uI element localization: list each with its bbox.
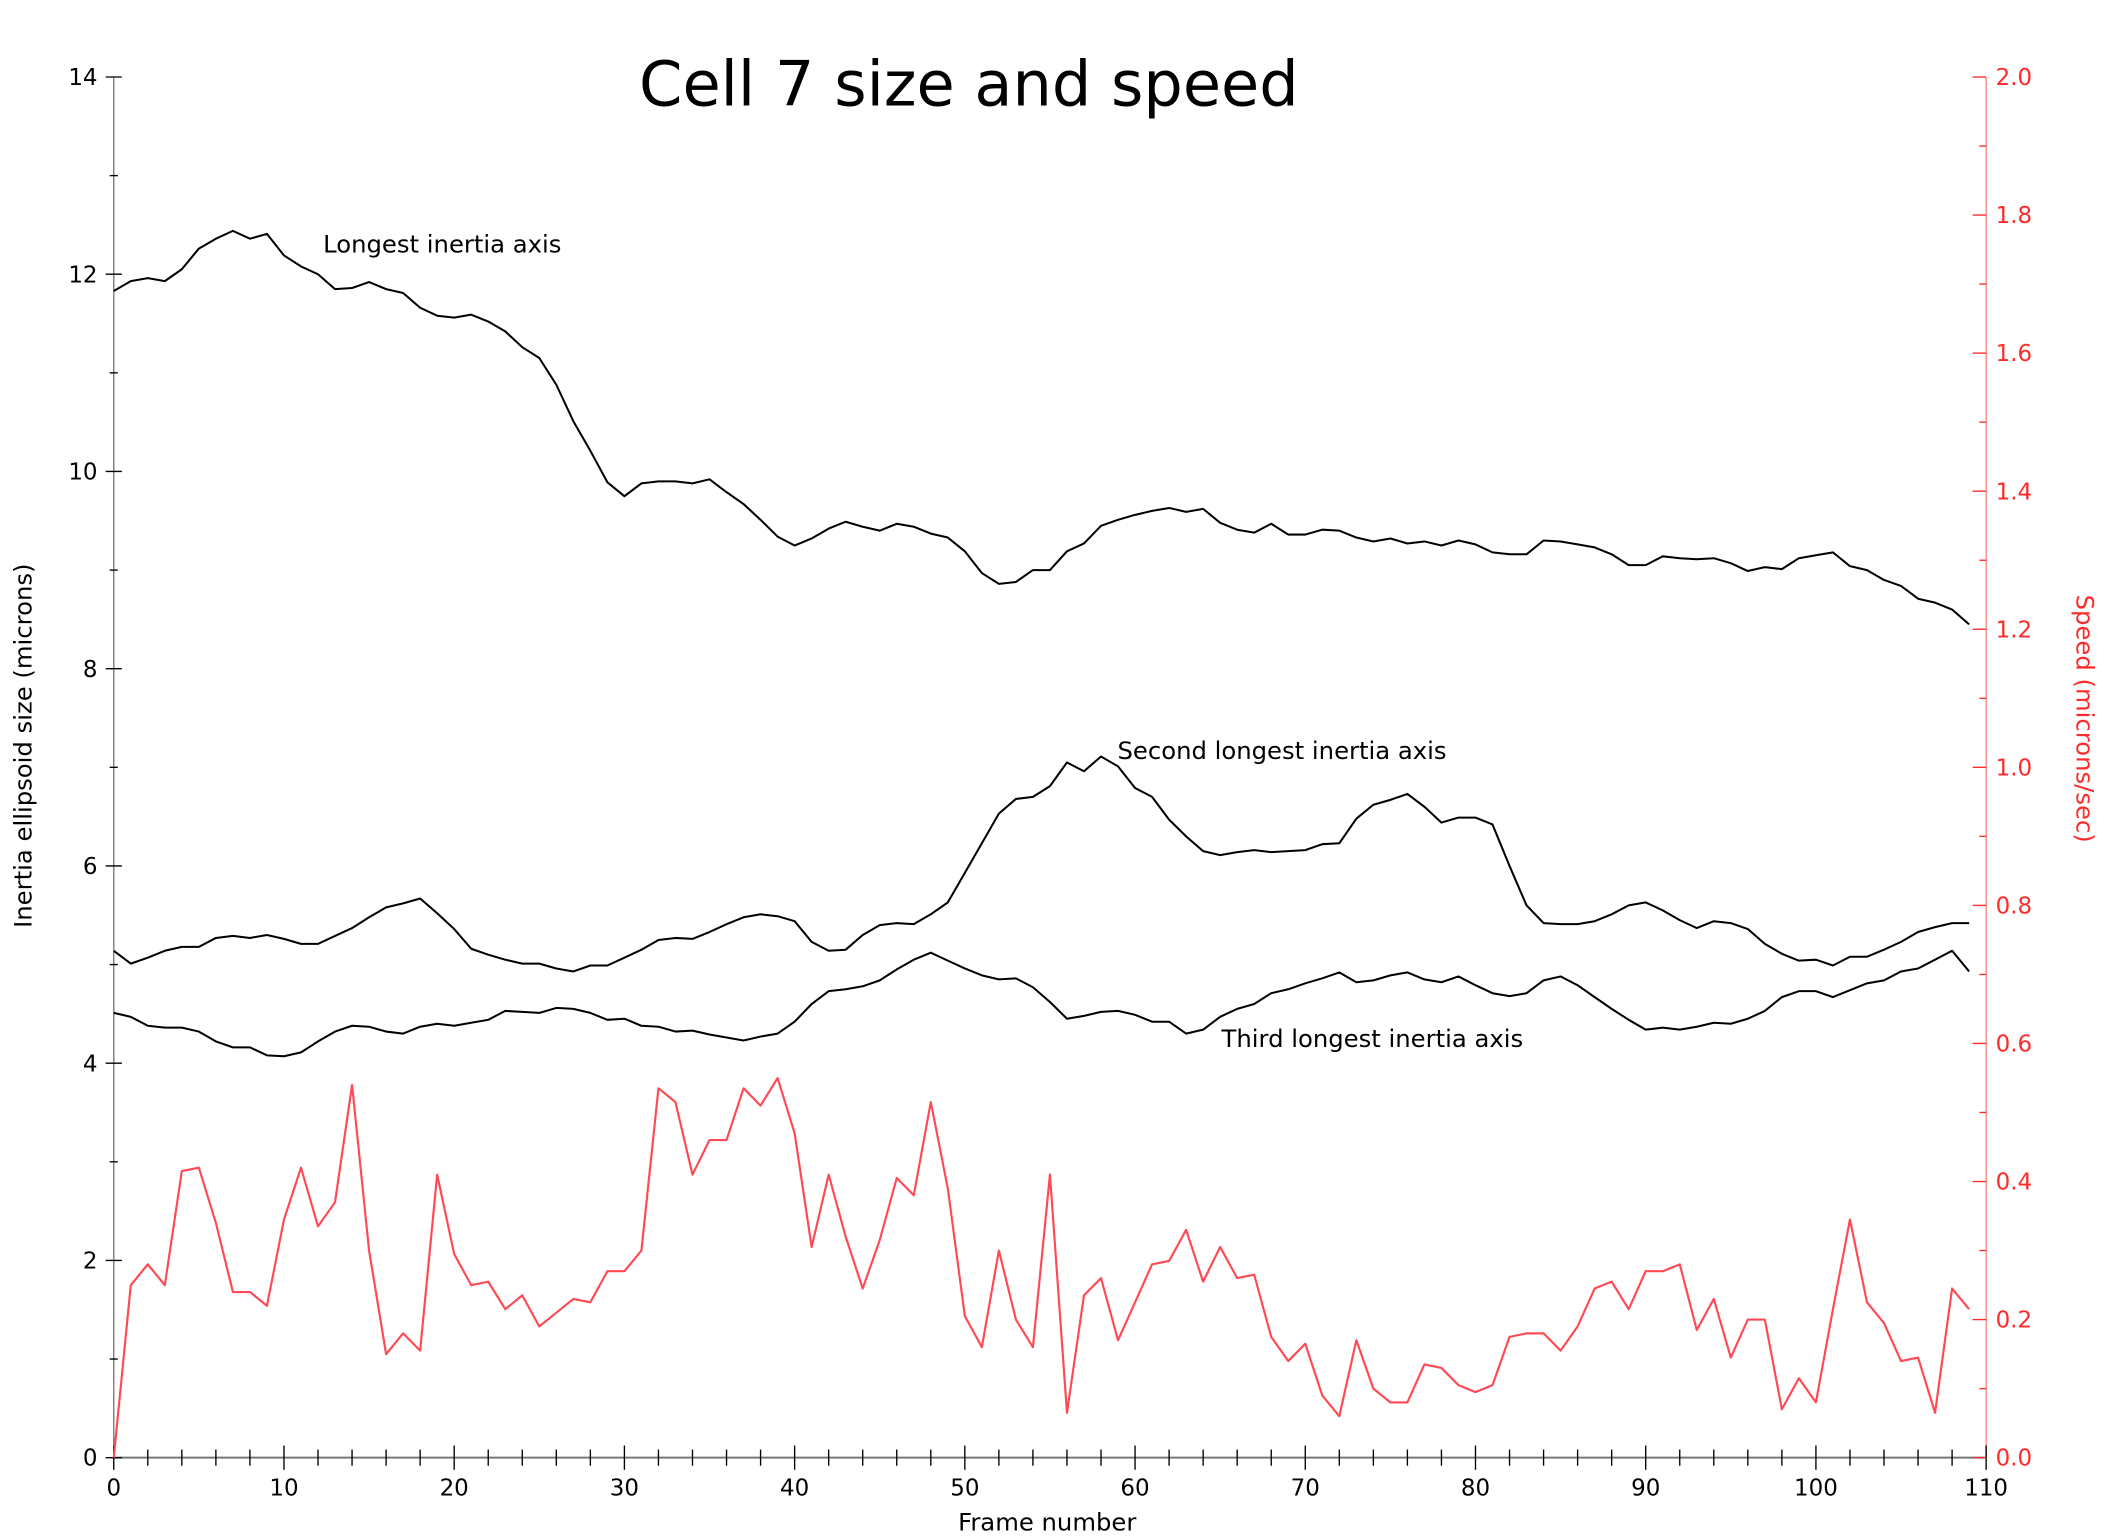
longest-axis-line <box>113 229 1970 626</box>
x-tick-label: 70 <box>1291 1475 1320 1501</box>
annotation-second: Second longest inertia axis <box>1117 736 1446 765</box>
x-tick-label: 40 <box>780 1475 809 1501</box>
y-tick-label: 8 <box>83 657 98 683</box>
annotation-longest: Longest inertia axis <box>323 230 561 259</box>
y2-tick-label: 1.0 <box>1996 755 2033 781</box>
y-tick-label: 0 <box>83 1446 98 1472</box>
x-tick-label: 50 <box>950 1475 979 1501</box>
y-tick-label: 6 <box>83 854 98 880</box>
y2-tick-label: 1.4 <box>1996 479 2033 505</box>
y2-axis-label: Speed (microns/sec) <box>2071 595 2100 843</box>
series-group <box>112 229 1970 1458</box>
y2-tick-label: 1.6 <box>1996 341 2033 367</box>
axes: 0 10 20 30 40 50 60 70 80 90 100 110 0 2 4 6 8 10 12 14 0.0 0… <box>68 65 2032 1501</box>
y2-tick-label: 0.0 <box>1996 1446 2033 1472</box>
second-axis-line <box>113 755 1970 973</box>
y-tick-label: 10 <box>68 460 97 486</box>
y-tick-label: 2 <box>83 1249 98 1275</box>
y2-tick-label: 0.4 <box>1996 1170 2033 1196</box>
y2-tick-label: 0.6 <box>1996 1032 2033 1058</box>
chart-title: Cell 7 size and speed <box>639 47 1299 120</box>
y-tick-label: 14 <box>68 65 97 91</box>
x-tick-label: 60 <box>1120 1475 1149 1501</box>
x-tick-label: 0 <box>106 1475 121 1501</box>
x-tick-label: 110 <box>1964 1475 2008 1501</box>
x-tick-label: 30 <box>610 1475 639 1501</box>
annotation-third: Third longest inertia axis <box>1221 1024 1524 1053</box>
third-axis-line <box>113 949 1970 1058</box>
y2-tick-label: 1.8 <box>1996 203 2033 229</box>
x-tick-label: 100 <box>1794 1475 1838 1501</box>
y-tick-label: 4 <box>83 1051 98 1077</box>
y2-tick-label: 0.8 <box>1996 893 2033 919</box>
x-tick-label: 10 <box>269 1475 298 1501</box>
x-tick-label: 80 <box>1461 1475 1490 1501</box>
speed-series-line <box>112 1076 1970 1458</box>
y-axis-label: Inertia ellipsoid size (microns) <box>8 564 37 928</box>
y-tick-label: 12 <box>68 262 97 288</box>
x-axis-label: Frame number <box>958 1508 1136 1536</box>
y2-tick-label: 0.2 <box>1996 1308 2033 1334</box>
x-tick-label: 90 <box>1631 1475 1660 1501</box>
y2-tick-label: 2.0 <box>1996 65 2033 91</box>
y2-tick-label: 1.2 <box>1996 617 2033 643</box>
x-tick-label: 20 <box>440 1475 469 1501</box>
